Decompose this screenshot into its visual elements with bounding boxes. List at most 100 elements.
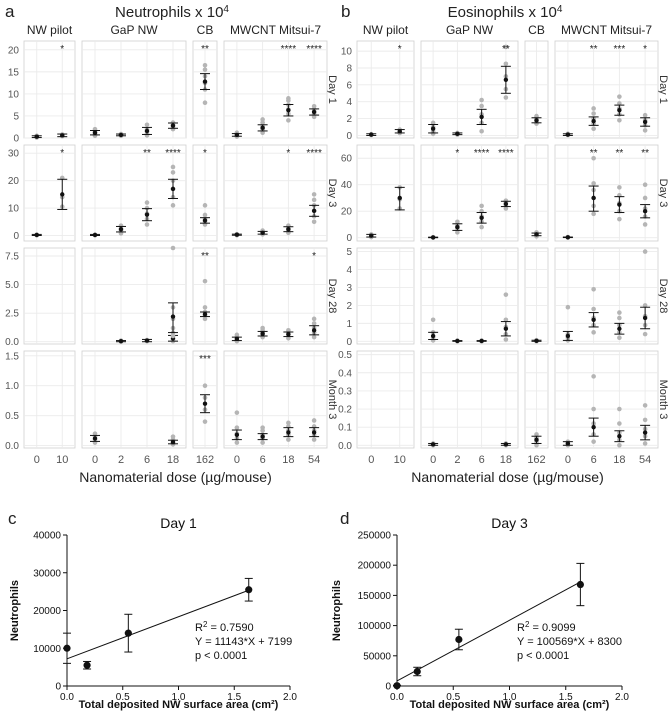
mean-point: [92, 436, 98, 441]
y-tick-label: 6: [346, 80, 352, 91]
facet-box: [356, 40, 415, 139]
data-point: [202, 305, 208, 310]
significance-label: **: [502, 44, 510, 55]
mean-point: [260, 331, 265, 336]
mean-point: [565, 132, 571, 137]
mean-point: [534, 437, 539, 443]
facet-box: [223, 144, 328, 242]
data-point: [202, 383, 208, 389]
y-tick-label: 30000: [33, 568, 61, 579]
y-tick-label: 40000: [33, 531, 61, 542]
x-tick-label: 0.5: [116, 692, 130, 703]
mean-point: [534, 338, 539, 343]
mean-point: [479, 338, 484, 344]
x-tick-label: 162: [527, 454, 545, 466]
data-point: [503, 317, 509, 323]
mean-point: [60, 133, 65, 138]
data-point: [170, 245, 176, 251]
data-point: [617, 94, 622, 99]
y-axis-title: Neutrophils: [9, 580, 21, 641]
y-tick-label: 0.5: [338, 350, 352, 361]
data-point: [311, 321, 317, 326]
mean-point: [617, 434, 622, 439]
mean-point: [617, 107, 622, 113]
data-point: [286, 437, 291, 442]
panel-d: d Day 3 0 50000 100000 150000 200000 250000 0.0 0…: [331, 509, 629, 711]
panel-letter: d: [340, 509, 349, 528]
data-point: [642, 249, 648, 254]
facet-strip-label: GaP NW: [110, 23, 158, 37]
mean-point: [260, 434, 265, 439]
data-point: [63, 644, 71, 652]
facet-box: [23, 350, 76, 449]
x-tick-label: 6: [260, 454, 266, 466]
data-point: [591, 406, 596, 412]
mean-point: [642, 209, 648, 214]
data-point: [479, 97, 484, 103]
x-tick-label: 0: [234, 454, 240, 466]
mean-point: [591, 195, 596, 201]
significance-label: **: [590, 44, 598, 55]
data-point: [393, 682, 401, 690]
y-tick-label: 60: [341, 154, 353, 165]
y-tick-label: 50000: [363, 651, 391, 662]
mean-point: [202, 79, 208, 84]
data-point: [503, 337, 509, 342]
annotation-r2-sup: 2: [525, 620, 530, 629]
x-axis-title: Nanomaterial dose (µg/mouse): [411, 469, 604, 485]
facet-box: [81, 144, 187, 242]
data-point: [260, 117, 265, 122]
mean-point: [642, 430, 648, 435]
data-point: [642, 182, 648, 188]
data-point: [503, 292, 509, 297]
annotation-r2: R2 = 0.7590: [195, 620, 254, 635]
mean-point: [170, 314, 176, 319]
data-point: [591, 111, 596, 116]
mean-point: [311, 208, 317, 214]
x-tick-label: 18: [167, 454, 179, 466]
panel-title-sup: 4: [557, 4, 563, 15]
facet-strip-label: CB: [197, 23, 214, 37]
data-point: [170, 333, 176, 339]
x-axis-title: Total deposited NW surface area (cm²): [410, 699, 610, 711]
x-tick-label: 2: [118, 454, 124, 466]
x-tick-label: 0.0: [60, 692, 74, 703]
chart-title: Day 3: [491, 515, 528, 531]
data-point: [430, 120, 436, 126]
data-point: [311, 316, 317, 322]
mean-point: [369, 233, 374, 238]
y-axis-title: Neutrophils: [331, 580, 343, 641]
significance-label: **: [641, 148, 649, 159]
data-point: [311, 192, 317, 197]
significance-label: ****: [474, 148, 490, 159]
facet-row-label: Day 3: [326, 179, 338, 208]
x-tick-label: 6: [144, 454, 150, 466]
data-point: [92, 431, 98, 436]
data-point: [642, 222, 648, 227]
data-point: [617, 185, 622, 190]
mean-point: [591, 118, 596, 124]
x-tick-label: 10: [394, 454, 406, 466]
data-point: [234, 332, 240, 338]
x-tick-label: 0: [34, 454, 40, 466]
data-point: [202, 278, 208, 284]
data-point: [642, 331, 648, 337]
facet-box: [420, 350, 519, 449]
significance-label: ***: [199, 354, 211, 365]
data-point: [170, 170, 176, 175]
panel-b: b Eosinophils x 104 NW pilot GaP NW CB MWCNT …: [338, 2, 669, 485]
x-tick-label: 1.0: [503, 692, 517, 703]
data-point: [286, 118, 291, 123]
data-point: [591, 306, 596, 312]
data-point: [260, 325, 265, 331]
mean-point: [430, 442, 436, 447]
significance-label: ****: [281, 44, 297, 55]
y-tick-label: 5: [13, 111, 19, 122]
mean-point: [118, 227, 124, 232]
data-point: [503, 61, 509, 67]
facet-box: [554, 247, 659, 345]
mean-point: [565, 333, 571, 339]
mean-point: [144, 212, 150, 217]
mean-point: [534, 118, 539, 123]
significance-label: *: [643, 44, 647, 55]
